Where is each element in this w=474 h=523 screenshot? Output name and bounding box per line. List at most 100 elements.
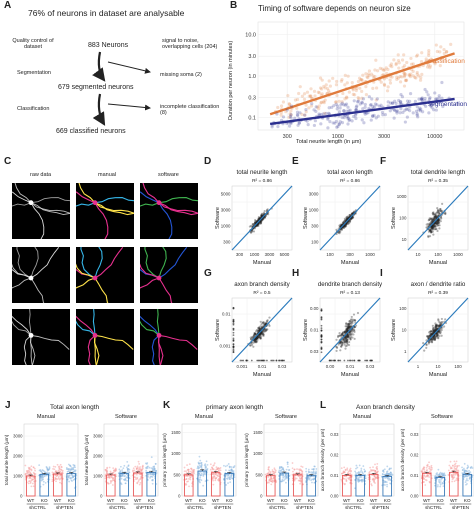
chart-b-point-segmentation: [295, 113, 300, 117]
scatter-point: [257, 218, 260, 221]
chart-b-point-classification: [335, 79, 339, 84]
scatter-point: [346, 325, 349, 328]
soma: [156, 200, 162, 206]
chart-b-point-classification: [415, 53, 420, 57]
bar-mark: [119, 473, 130, 497]
bar-dot: [25, 472, 28, 475]
bar-ylabel: primary axon length (µm): [244, 433, 250, 487]
scatter-point: [438, 323, 441, 327]
bar-dot: [53, 471, 55, 474]
chart-b-point-segmentation: [405, 115, 409, 119]
chart-b-point-classification: [287, 115, 291, 119]
scatter-point: [250, 231, 253, 234]
scatter-point: [436, 336, 440, 339]
scatter-point: [264, 327, 267, 331]
scatter-point: [432, 227, 435, 230]
scatter-point: [265, 329, 268, 332]
chart-b-point-segmentation: [398, 111, 402, 115]
chart-b-point-classification: [408, 73, 412, 77]
scatter-outlier: [257, 359, 260, 362]
chart-b-point-classification: [409, 72, 413, 76]
chart-b-point-segmentation: [317, 112, 321, 116]
bar-dot: [363, 468, 366, 471]
neurite-branch: [94, 246, 124, 279]
bar-dot: [282, 467, 285, 470]
chart-b-point-segmentation: [437, 96, 441, 100]
bar-dot: [426, 469, 428, 471]
scatter-point: [438, 335, 441, 338]
scatter-point: [349, 337, 352, 341]
scatter-r2: R² = 0.86: [340, 178, 360, 184]
neurite-branch: [30, 202, 45, 241]
bar-dot: [305, 470, 308, 473]
scatter-y-tick: 1000: [397, 194, 407, 199]
scatter-point: [428, 235, 432, 238]
bar-dot: [426, 475, 429, 478]
scatter-outlier: [349, 359, 352, 362]
bar-dot: [272, 476, 275, 479]
bar-dot: [441, 473, 444, 476]
scatter-x-tick: 300: [236, 252, 244, 257]
chart-b-point-classification: [426, 63, 430, 67]
scatter-point: [348, 213, 351, 217]
scatter-point: [259, 328, 262, 331]
bar-dot: [455, 477, 458, 480]
bar-group-label: shPTEN: [452, 505, 469, 510]
chart-b-point-classification: [313, 94, 317, 98]
scatter-point: [438, 224, 441, 227]
scatter-point: [350, 218, 353, 221]
scatter-point: [254, 341, 258, 344]
chart-b-point-segmentation: [289, 104, 294, 108]
bar-dot: [421, 468, 424, 471]
chart-b-point-segmentation: [296, 113, 300, 118]
scatter-point: [428, 223, 431, 226]
bar-dot: [73, 464, 76, 467]
bar-dot: [310, 479, 313, 482]
bar-dot: [200, 465, 203, 468]
chart-b-point-segmentation: [360, 100, 364, 104]
chart-b-point-classification: [392, 58, 396, 62]
chart-b-point-segmentation: [354, 105, 358, 109]
chart-b-point-classification: [320, 92, 324, 96]
bar-dot: [69, 477, 72, 479]
bar-dot: [214, 479, 217, 482]
bar-mark: [382, 476, 393, 497]
chart-b-point-segmentation: [440, 80, 444, 85]
bar-mark: [265, 475, 276, 497]
scatter-point: [256, 336, 259, 339]
bar-dot: [33, 480, 35, 483]
scatter-point: [435, 222, 438, 225]
scatter-outlier: [365, 359, 368, 362]
scatter-point: [254, 332, 257, 336]
panel-letter-b: B: [230, 0, 238, 11]
chart-b-point-segmentation: [298, 111, 302, 115]
bar-group-label: shCTRL: [187, 505, 204, 510]
bar-ylabel: axon branch density (per µm): [320, 428, 326, 491]
neurite-branch: [3, 249, 32, 279]
scatter-point: [429, 217, 433, 220]
bar-mark: [66, 473, 77, 497]
bar-dot: [118, 475, 120, 477]
chart-b-point-segmentation: [321, 112, 325, 116]
scatter-point: [346, 326, 349, 329]
scatter-point: [433, 215, 436, 219]
chart-b-point-segmentation: [390, 101, 395, 105]
scatter-x-tick: 0.00: [326, 364, 335, 369]
step-count-neurons: 883 Neurons: [88, 42, 129, 49]
scatter-y-tick: 300: [311, 224, 319, 229]
chart-b-point-segmentation: [312, 123, 317, 128]
scatter-point: [432, 336, 435, 339]
scatter-point: [260, 323, 263, 326]
scatter-point: [435, 332, 439, 335]
bar-dot: [188, 463, 191, 466]
scatter-point: [341, 331, 345, 335]
chart-b-point-classification: [395, 75, 399, 79]
scatter-point: [433, 338, 437, 341]
scatter-point: [263, 216, 267, 219]
scatter-point: [347, 326, 351, 329]
scatter-point: [345, 338, 349, 341]
identity-line: [319, 185, 381, 251]
scatter-point: [441, 320, 444, 324]
micrograph-3-2: [63, 294, 134, 377]
chart-b-point-segmentation: [420, 98, 424, 103]
